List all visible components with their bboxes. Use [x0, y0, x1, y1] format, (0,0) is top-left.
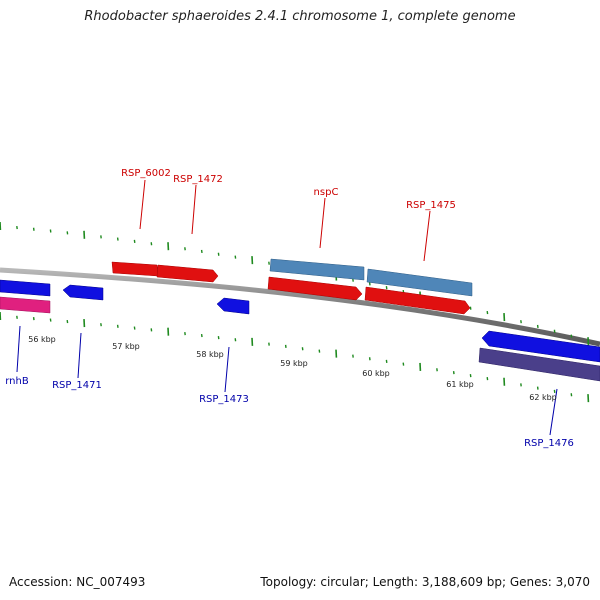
- label-rnhb[interactable]: rnhB: [5, 376, 29, 387]
- scale-label-57: 57 kbp: [112, 342, 140, 351]
- scale-label-58: 58 kbp: [196, 350, 224, 359]
- gene-rsp-1471[interactable]: [62, 284, 104, 301]
- reverse-genes: [0, 279, 600, 382]
- inner-tick-track: [0, 311, 590, 403]
- topology-text: Topology: circular; Length: 3,188,609 bp…: [260, 575, 590, 589]
- gene-rnhb[interactable]: [0, 279, 51, 297]
- scale-label-59: 59 kbp: [280, 359, 308, 368]
- gene-rsp-1475[interactable]: [364, 286, 471, 315]
- label-rsp-1472[interactable]: RSP_1472: [173, 174, 223, 185]
- map-title: Rhodobacter sphaeroides 2.4.1 chromosome…: [84, 9, 516, 24]
- label-rsp-1471[interactable]: RSP_1471: [52, 380, 102, 391]
- scale-label-62: 62 kbp: [529, 393, 557, 402]
- gene-rsp-1472[interactable]: [156, 264, 219, 283]
- gene-rsp-1475-steel[interactable]: [366, 268, 473, 297]
- label-rsp-1475[interactable]: RSP_1475: [406, 200, 456, 211]
- scale-label-60: 60 kbp: [362, 369, 390, 378]
- label-nspc[interactable]: nspC: [314, 187, 339, 198]
- gene-rnhb-rna[interactable]: [0, 296, 51, 314]
- forward-genes: [111, 258, 473, 315]
- gene-rsp-1473[interactable]: [216, 297, 250, 315]
- genome-backbone: [0, 267, 600, 347]
- gene-nspc[interactable]: [269, 258, 365, 281]
- top-label-leaders: [139, 179, 431, 262]
- label-rsp-1473[interactable]: RSP_1473: [199, 394, 249, 405]
- gene-nspc-cds[interactable]: [267, 276, 363, 301]
- accession-text: Accession: NC_007493: [9, 575, 146, 589]
- label-rsp-1476[interactable]: RSP_1476: [524, 438, 574, 449]
- gene-rsp-6002[interactable]: [111, 261, 159, 277]
- scale-label-61: 61 kbp: [446, 380, 474, 389]
- scale-label-56: 56 kbp: [28, 335, 56, 344]
- gene-rsp-1476[interactable]: [481, 330, 600, 363]
- label-rsp-6002[interactable]: RSP_6002: [121, 168, 171, 179]
- gene-rsp-1476-rna[interactable]: [478, 347, 600, 382]
- bottom-label-leaders: [16, 325, 558, 436]
